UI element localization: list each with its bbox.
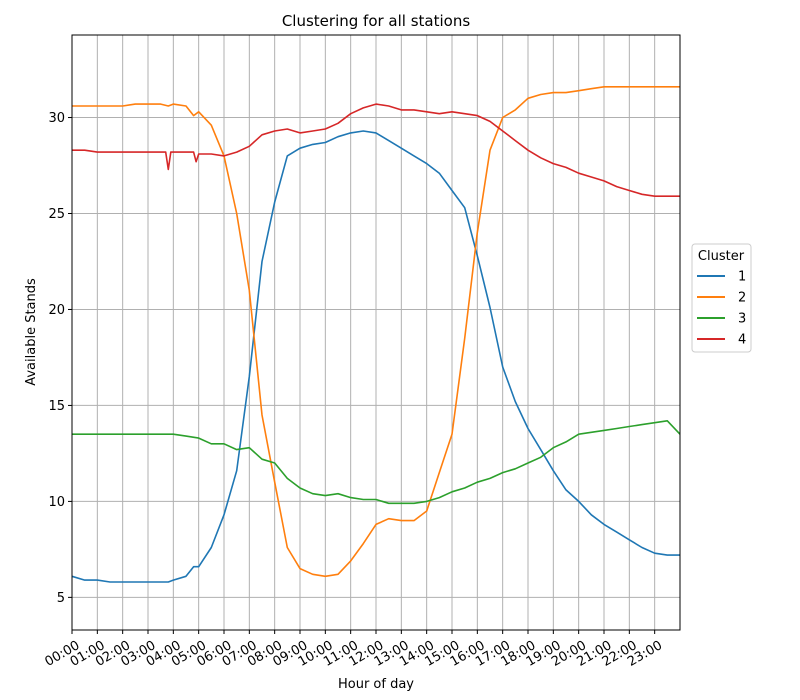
grid [71,35,680,630]
series-line-1 [71,130,680,583]
y-tick-label: 15 [48,399,65,414]
y-tick-label: 10 [48,495,65,510]
legend-label-3: 3 [738,312,746,327]
chart-title: Clustering for all stations [282,12,471,30]
y-tick-label: 20 [48,303,65,318]
series-line-4 [72,103,680,197]
y-tick-label: 5 [57,591,65,606]
legend: Cluster 1 2 3 4 [691,243,752,353]
legend-label-1: 1 [738,270,746,285]
y-tick-label: 25 [48,207,65,222]
series-line-2 [72,86,680,578]
y-axis-label: Available Stands [24,278,39,386]
legend-label-2: 2 [738,291,746,306]
series-line-3 [72,419,681,505]
legend-title: Cluster [698,249,745,264]
legend-items: 1 2 3 4 [697,270,746,348]
x-axis-label: Hour of day [338,677,414,692]
series-group [71,86,681,583]
x-axis: 00:0001:0002:0003:0004:0005:0006:0007:00… [42,630,665,670]
y-axis: 5 10 15 20 25 30 [48,111,72,606]
legend-label-4: 4 [738,333,746,348]
y-tick-label: 30 [48,111,65,126]
